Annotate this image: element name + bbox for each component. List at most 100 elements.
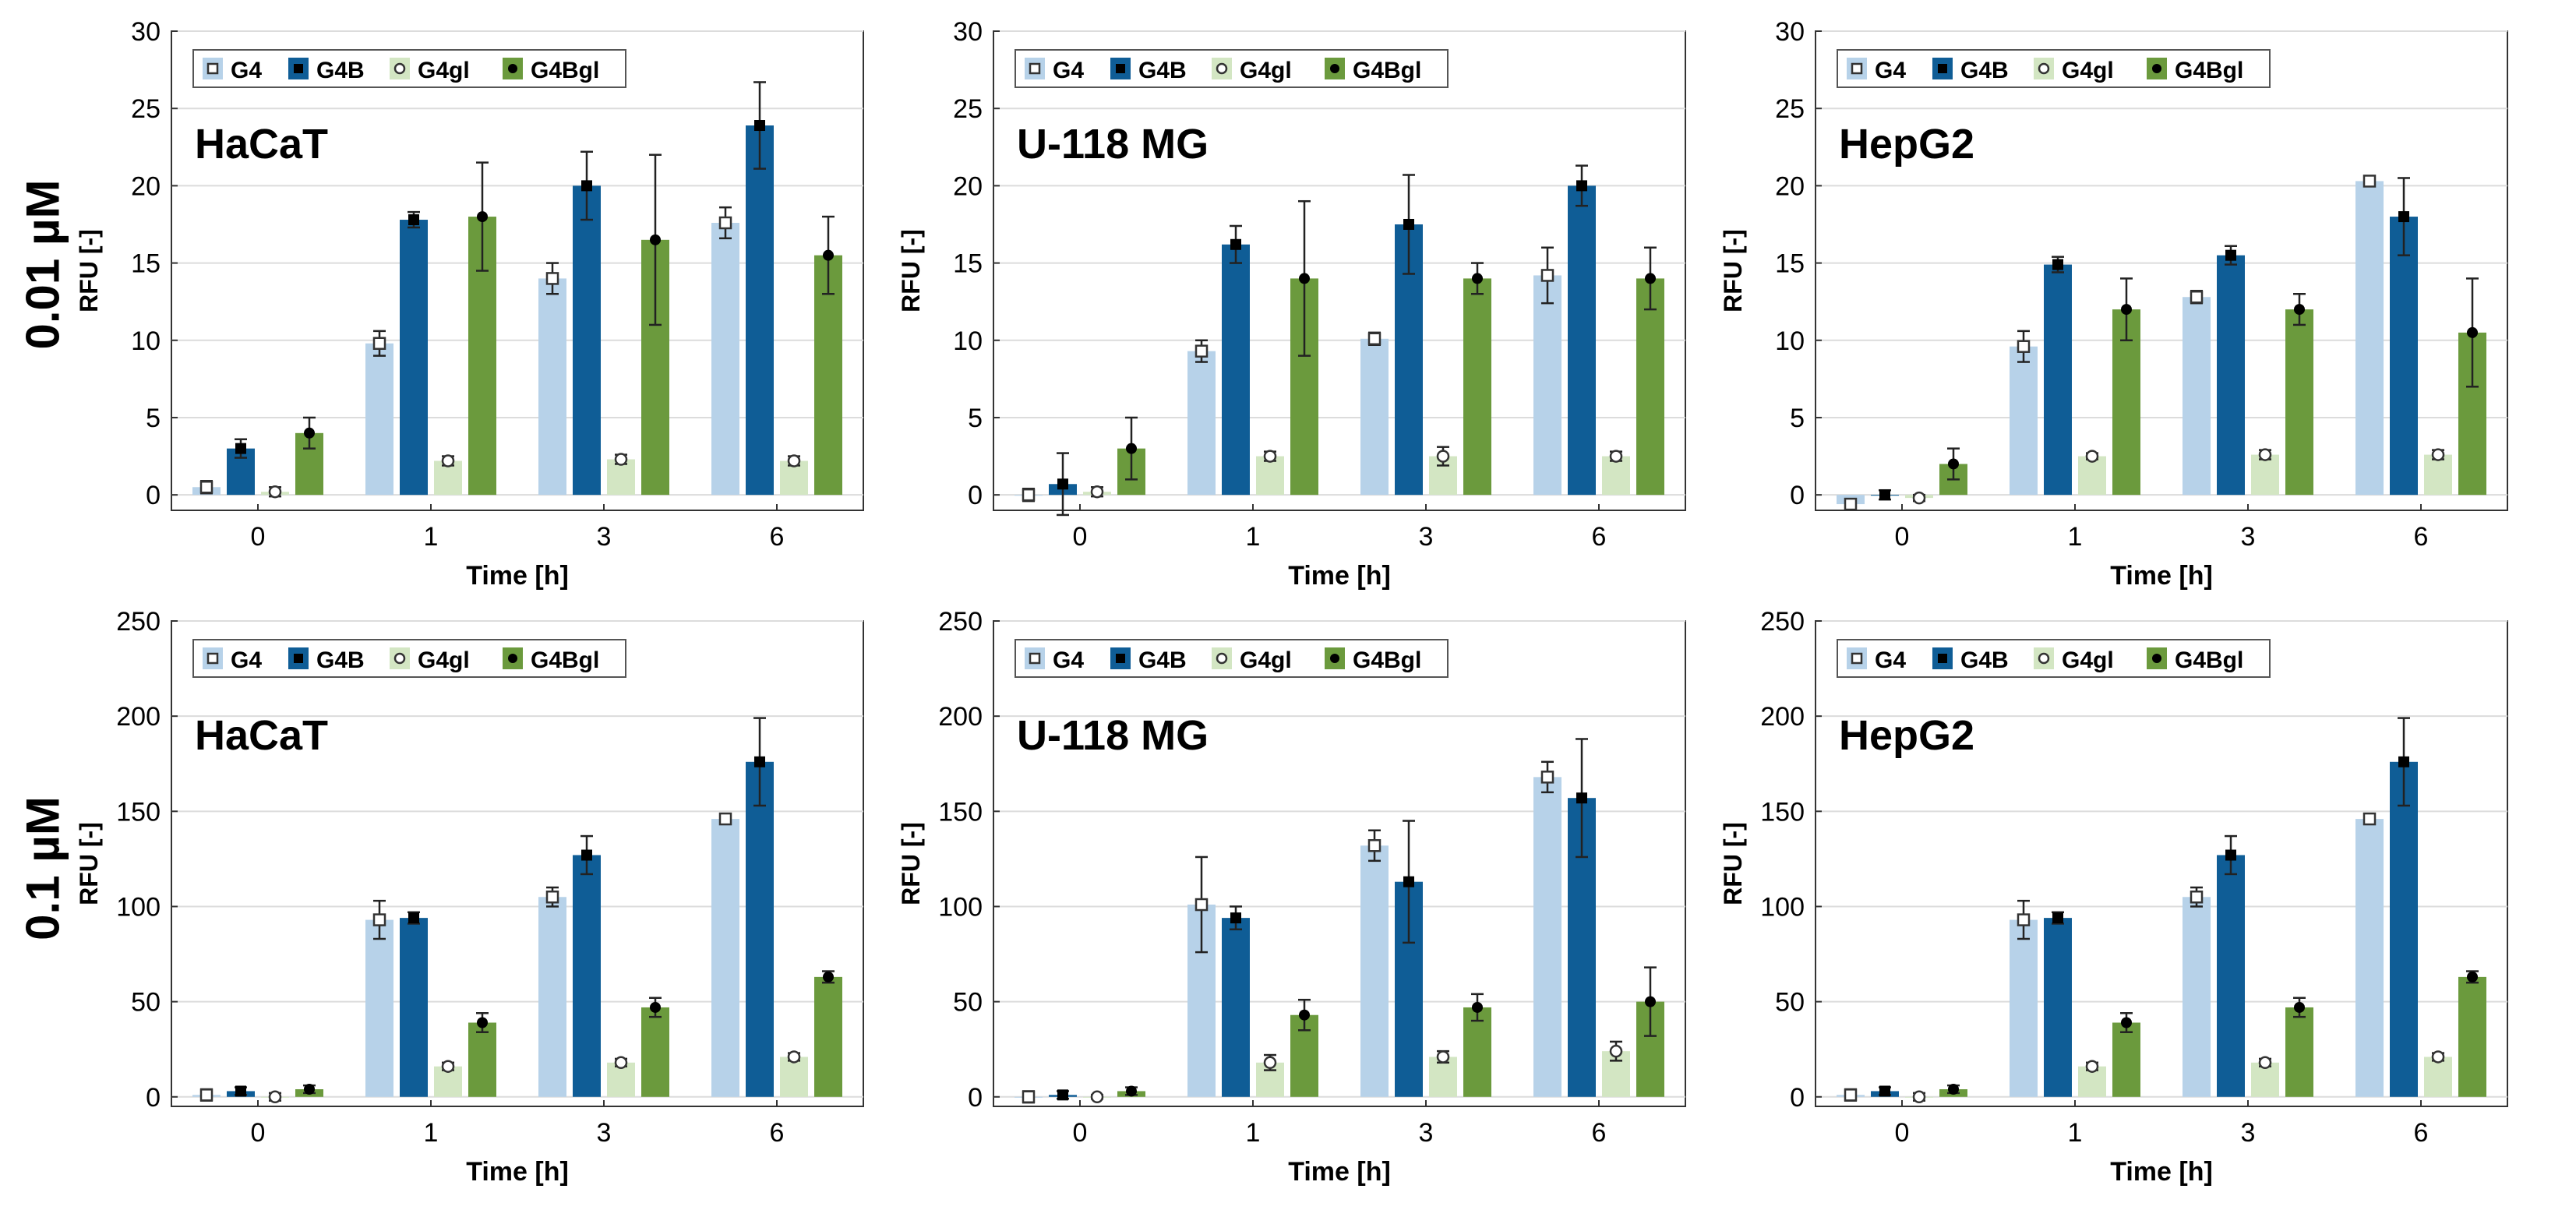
legend: G4 G4B G4gl G4Bgl (1015, 49, 1449, 88)
bar-G4-t3 (1360, 845, 1389, 1097)
bar-G4gl-t6 (1602, 456, 1630, 496)
marker-circle-filled (1472, 273, 1483, 284)
y-tick-label: 0 (146, 1083, 161, 1113)
panel-title: HepG2 (1839, 121, 1974, 168)
bar-G4-t3 (2183, 297, 2211, 496)
marker-circle-filled (2294, 1001, 2305, 1013)
x-tick-label: 3 (597, 1118, 612, 1148)
marker-circle-filled (1299, 273, 1310, 284)
marker-circle-open (268, 485, 282, 499)
legend-label-G4gl: G4gl (2062, 647, 2114, 673)
y-axis-label: RFU [-] (1719, 229, 1747, 312)
legend-label-G4Bgl: G4Bgl (1353, 647, 1421, 673)
marker-circle-open (393, 652, 406, 665)
y-axis-label: RFU [-] (75, 229, 103, 312)
x-tick-label: 3 (2241, 522, 2256, 552)
marker-circle-open (787, 1050, 801, 1064)
x-axis-label: Time [h] (466, 561, 569, 591)
bar-G4Bgl-t3 (2285, 309, 2313, 496)
legend-label-G4Bgl: G4Bgl (1353, 58, 1421, 83)
marker-square-filled (1116, 654, 1125, 663)
marker-square-open (372, 913, 386, 926)
marker-square-open (1029, 62, 1041, 75)
x-tick-label: 0 (1073, 522, 1088, 552)
bar-G4gl-t1 (1256, 456, 1284, 496)
marker-square-open (718, 216, 732, 230)
marker-circle-open (1436, 1050, 1450, 1064)
y-tick-label: 50 (131, 988, 161, 1018)
marker-square-open (2017, 340, 2031, 353)
y-tick-label: 15 (1775, 249, 1805, 279)
marker-circle-open (1216, 652, 1228, 665)
x-tick-label: 6 (2414, 1118, 2429, 1148)
x-tick-label: 0 (1895, 522, 1910, 552)
x-tick-label: 1 (1246, 522, 1261, 552)
panel-title: HaCaT (195, 712, 328, 759)
marker-circle-open (614, 1056, 628, 1070)
bar-G4-t1 (365, 919, 393, 1097)
bar-G4B-t6 (2390, 761, 2418, 1097)
marker-square-filled (1403, 876, 1414, 887)
marker-circle-open (393, 62, 406, 75)
bar-G4-t6 (1533, 777, 1561, 1097)
marker-circle-filled (304, 1084, 315, 1095)
bar-G4Bgl-t6 (814, 976, 842, 1097)
legend-label-G4: G4 (231, 58, 262, 83)
y-tick-label: 100 (938, 892, 983, 922)
marker-square-filled (1879, 1085, 1890, 1097)
y-tick-label: 20 (1775, 171, 1805, 201)
bar-G4Bgl-t3 (1463, 278, 1491, 496)
bar-G4-t6 (2355, 181, 2384, 496)
y-tick-label: 0 (146, 481, 161, 510)
marker-square-filled (1057, 1089, 1068, 1101)
x-tick-label: 0 (1895, 1118, 1910, 1148)
panel-title: U-118 MG (1017, 121, 1209, 168)
x-tick-label: 6 (1592, 1118, 1607, 1148)
x-tick-label: 1 (2068, 1118, 2083, 1148)
marker-circle-open (2258, 1056, 2272, 1070)
marker-circle-filled (1948, 1084, 1959, 1095)
marker-square-filled (235, 443, 246, 454)
y-tick-label: 50 (1775, 988, 1805, 1018)
legend-label-G4gl: G4gl (418, 647, 470, 673)
marker-circle-open (441, 454, 455, 467)
bar-G4Bgl-t6 (1636, 278, 1664, 496)
marker-square-filled (754, 120, 765, 132)
y-tick-label: 100 (1760, 892, 1805, 922)
marker-square-filled (2052, 912, 2063, 924)
x-tick-label: 1 (424, 1118, 439, 1148)
bar-G4-t3 (1360, 338, 1389, 496)
y-tick-label: 15 (953, 249, 983, 279)
legend-label-G4gl: G4gl (1240, 58, 1292, 83)
marker-square-filled (581, 180, 592, 192)
legend-label-G4Bgl: G4Bgl (531, 647, 599, 673)
marker-circle-filled (2121, 304, 2132, 316)
legend: G4 G4B G4gl G4Bgl (192, 49, 626, 88)
marker-circle-open (1090, 1090, 1104, 1104)
marker-circle-filled (823, 971, 834, 982)
marker-circle-filled (1948, 458, 1959, 470)
legend-label-G4: G4 (1875, 58, 1906, 83)
legend: G4 G4B G4gl G4Bgl (192, 639, 626, 678)
y-axis-label: RFU [-] (897, 822, 925, 905)
bar-G4gl-t1 (2078, 456, 2106, 496)
marker-circle-filled (2152, 654, 2161, 663)
bar-G4Bgl-t3 (641, 1007, 669, 1097)
marker-square-filled (1230, 912, 1241, 924)
legend-label-G4B: G4B (1138, 647, 1187, 673)
x-tick-label: 1 (1246, 1118, 1261, 1148)
marker-square-open (206, 652, 219, 665)
marker-square-open (1022, 488, 1036, 502)
bar-G4-t3 (538, 278, 566, 496)
legend-label-G4Bgl: G4Bgl (531, 58, 599, 83)
y-tick-label: 200 (1760, 702, 1805, 732)
bar-G4-t1 (365, 343, 393, 496)
x-axis-label: Time [h] (1288, 1157, 1391, 1187)
bar-G4Bgl-t3 (1463, 1007, 1491, 1097)
marker-circle-filled (1645, 273, 1656, 284)
marker-square-filled (294, 64, 303, 73)
